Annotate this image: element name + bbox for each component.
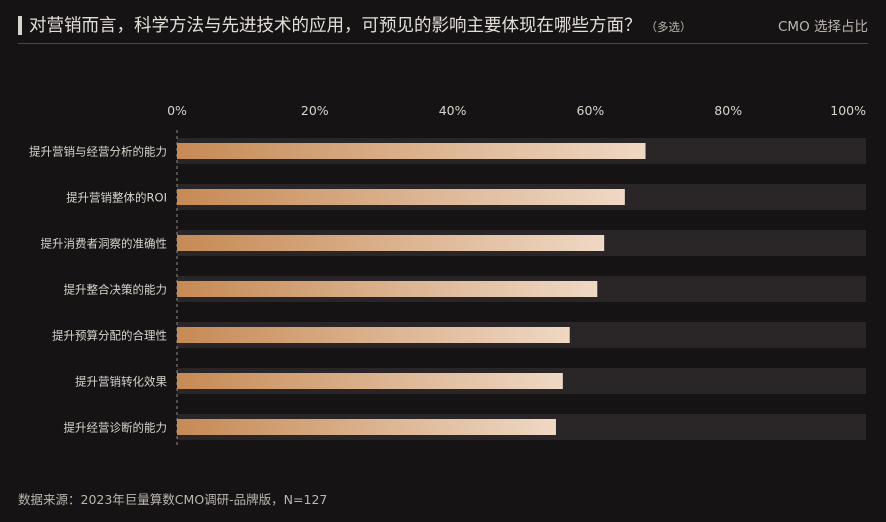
header-divider — [18, 43, 868, 44]
data-source-note: 数据来源：2023年巨量算数CMO调研-品牌版，N=127 — [18, 492, 328, 507]
category-label: 提升营销整体的ROI — [66, 191, 167, 205]
chart-title: 对营销而言，科学方法与先进技术的应用，可预见的影响主要体现在哪些方面？ （多选） — [29, 14, 692, 39]
bar — [177, 143, 646, 159]
chart-header: 对营销而言，科学方法与先进技术的应用，可预见的影响主要体现在哪些方面？ （多选） … — [18, 14, 868, 38]
chart-measure-label: CMO 选择占比 — [778, 19, 868, 35]
chart-title-text: 对营销而言，科学方法与先进技术的应用，可预见的影响主要体现在哪些方面？ — [29, 16, 642, 36]
bar — [177, 281, 598, 297]
x-tick-label: 40% — [439, 103, 467, 118]
title-accent-mark — [18, 16, 22, 35]
bar — [177, 327, 570, 343]
bars — [177, 143, 646, 435]
x-tick-label: 20% — [301, 103, 329, 118]
bar — [177, 235, 605, 251]
category-label: 提升整合决策的能力 — [64, 283, 168, 297]
x-tick-label: 60% — [577, 103, 605, 118]
bar — [177, 373, 563, 389]
x-tick-label: 80% — [714, 103, 742, 118]
bar — [177, 419, 556, 435]
chart-title-note: （多选） — [645, 20, 692, 34]
category-label: 提升消费者洞察的准确性 — [41, 237, 168, 251]
category-label: 提升营销转化效果 — [75, 375, 167, 389]
x-tick-label: 0% — [167, 103, 187, 118]
x-tick-label: 100% — [830, 103, 866, 118]
category-label: 提升预算分配的合理性 — [52, 329, 167, 343]
category-label: 提升经营诊断的能力 — [64, 421, 168, 435]
bar — [177, 189, 625, 205]
category-label: 提升营销与经营分析的能力 — [29, 145, 167, 159]
